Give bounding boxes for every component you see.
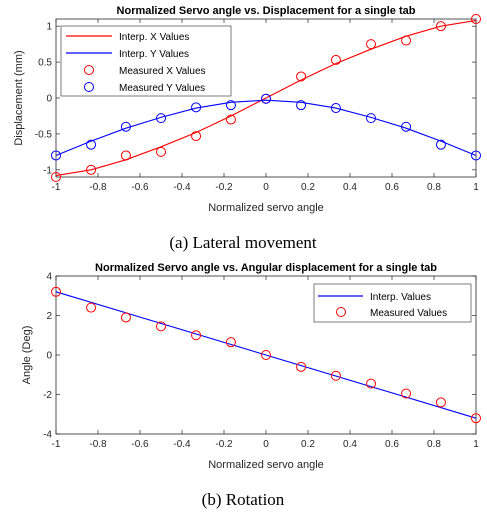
chart-a-point-measured-x-values [120,150,131,161]
chart-a-point-measured-x-values [191,131,202,142]
chart-a-xtick-label: -0.6 [131,182,149,193]
chart-a-point-measured-x-values [225,114,236,125]
chart-b-legend: Interp. Values Measured Values [313,283,472,323]
chart-b-xtick-label: 0.6 [385,439,399,450]
chart-b-xtick-label: 0.8 [427,439,441,450]
chart-b-ytick-label: -2 [43,390,52,401]
legend-marker-measured-x [84,65,94,75]
chart-a-xtick-label: 0.2 [301,182,315,193]
chart-b-title: Normalized Servo angle vs. Angular displ… [95,262,437,274]
chart-b-point-measured-values [156,321,166,332]
chart-b-xtick-label: -0.4 [173,439,191,450]
chart-b-xtick-label: -1 [52,439,61,450]
chart-b-ytick-label: 0 [46,351,52,362]
chart-a-ytick-label: 1 [46,22,52,33]
chart-a-point-measured-x-values [51,172,61,182]
chart-b-xtick-label: 1 [473,439,479,450]
chart-a-point-measured-y-values [191,102,202,113]
chart-a-point-measured-y-values [120,121,131,132]
legend-label-interp-y: Interp. Y Values [119,49,189,60]
chart-a-ylabel: Displacement (mm) [13,50,25,145]
chart-b-point-measured-values [435,397,446,408]
legend-marker-measured-y [84,82,94,92]
chart-a-xtick-label: 1 [473,182,479,193]
chart-a-series-interp-y-values-line [55,99,477,157]
chart-a-point-measured-x-values [86,164,97,175]
chart-a-point-measured-y-values [296,100,307,111]
legend-marker-measured [336,307,346,317]
chart-a-point-measured-x-values [471,14,481,24]
chart-a-point-measured-y-values [86,139,97,150]
chart-a-xtick-label: -0.4 [173,182,191,193]
chart-b-xlabel: Normalized servo angle [208,459,324,471]
chart-b-ytick-label: -4 [43,430,52,441]
chart-b-point-measured-values [330,370,341,381]
chart-a-ytick-label: -1 [43,165,52,176]
chart-a-title: Normalized Servo angle vs. Displacement … [117,5,416,17]
chart-a-xtick-label: 0.6 [385,182,399,193]
chart-a-legend: Interp. X Values Interp. Y Values Measur… [60,25,232,97]
chart-a-xtick-label: -0.2 [215,182,233,193]
legend-label-measured-x: Measured X Values [119,66,206,77]
chart-a-point-measured-y-values [471,150,481,161]
chart-b-xtick-label: 0.4 [343,439,357,450]
chart-a-point-measured-y-values [225,100,236,111]
chart-b-xtick-label: -0.6 [131,439,149,450]
chart-b-point-measured-values [191,330,202,341]
chart-a-xtick-label: 0 [263,182,269,193]
chart-b-point-measured-values [225,337,236,348]
chart-a-point-measured-y-values [261,93,271,104]
chart-a-point-measured-x-values [156,146,166,157]
caption-a: (a) Lateral movement [169,233,317,252]
chart-a-xlabel: Normalized servo angle [208,202,324,214]
chart-b-xtick-label: -0.2 [215,439,233,450]
chart-a-point-measured-y-values [51,150,61,161]
legend-label-interp-x: Interp. X Values [119,32,189,43]
chart-b-point-measured-values [86,302,97,313]
chart-a-point-measured-y-values [435,139,446,150]
chart-a-point-measured-y-values [330,103,341,114]
chart-b-xtick-label: -0.8 [89,439,107,450]
chart-b-ytick-label: 2 [46,311,52,322]
chart-a-point-measured-x-values [330,54,341,65]
chart-b-ytick-label: 4 [46,272,52,283]
chart-b-point-measured-values [296,361,307,372]
chart-rotation: Normalized Servo angle vs. Angular displ… [21,262,481,509]
chart-b-point-measured-values [120,312,131,323]
chart-lateral-movement: Normalized Servo angle vs. Displacement … [13,5,481,252]
chart-a-xtick-label: -0.8 [89,182,107,193]
chart-a-point-measured-x-values [435,21,446,32]
chart-a-xtick-label: -1 [52,182,61,193]
chart-a-point-measured-x-values [366,39,376,50]
chart-a-point-measured-y-values [156,113,166,124]
legend-label-measured: Measured Values [370,308,447,319]
chart-a-xtick-label: 0.4 [343,182,357,193]
chart-b-point-measured-values [51,286,61,297]
chart-b-point-measured-values [261,350,271,360]
chart-a-point-measured-y-values [366,113,376,124]
chart-a-ytick-label: -0.5 [35,129,53,140]
chart-a-ytick-label: 0 [46,94,52,105]
caption-b: (b) Rotation [202,490,285,509]
legend-label-interp: Interp. Values [370,292,431,303]
chart-b-point-measured-values [471,413,481,424]
chart-a-ytick-label: 0.5 [38,58,52,69]
chart-b-xtick-label: 0 [263,439,269,450]
chart-b-xtick-label: 0.2 [301,439,315,450]
legend-label-measured-y: Measured Y Values [119,83,205,94]
chart-b-point-measured-values [366,378,376,389]
chart-b-ylabel: Angle (Deg) [21,326,33,385]
chart-b-point-measured-values [401,388,412,399]
chart-a-point-measured-x-values [401,35,412,46]
chart-a-point-measured-x-values [296,71,307,82]
chart-a-point-measured-y-values [401,121,412,132]
chart-a-xtick-label: 0.8 [427,182,441,193]
